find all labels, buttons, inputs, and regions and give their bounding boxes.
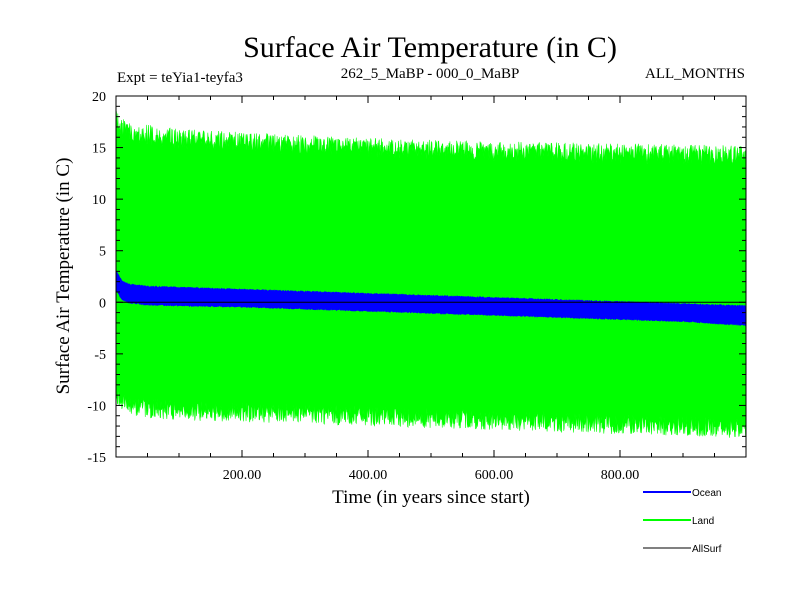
months-label: ALL_MONTHS	[645, 66, 745, 82]
legend-item-ocean: Ocean	[643, 488, 721, 499]
series-land	[116, 111, 746, 438]
y-tick-label: 5	[99, 245, 106, 260]
y-tick-label: 10	[92, 193, 106, 208]
legend-item-allsurf: AllSurf	[643, 544, 722, 555]
y-tick-label: -10	[87, 399, 106, 414]
series-ocean-band	[116, 270, 746, 327]
series-layer	[116, 111, 746, 438]
y-tick-label: 0	[99, 296, 106, 311]
legend-label: Ocean	[692, 488, 721, 499]
ticks-layer: 200.00 400.00 600.00 800.00 -15 -10 -5 0 5 10 15 20	[87, 90, 746, 483]
y-tick-label: -5	[94, 348, 106, 363]
legend-label: Land	[692, 516, 714, 527]
chart-title: Surface Air Temperature (in C)	[243, 31, 617, 64]
period-label: 262_5_MaBP - 000_0_MaBP	[341, 66, 520, 82]
series-ocean	[116, 270, 746, 327]
y-tick-label: 15	[92, 142, 106, 157]
legend-item-land: Land	[643, 516, 714, 527]
x-tick-label: 200.00	[223, 468, 262, 483]
y-tick-label: -15	[87, 451, 106, 466]
y-tick-label: 20	[92, 90, 106, 105]
series-land-band	[116, 111, 746, 438]
legend: Ocean Land AllSurf	[643, 488, 722, 555]
x-axis-label: Time (in years since start)	[332, 487, 530, 508]
experiment-label: Expt = teYia1-teyfa3	[117, 70, 243, 86]
x-tick-label: 600.00	[475, 468, 514, 483]
y-axis-label: Surface Air Temperature (in C)	[53, 158, 74, 395]
x-tick-label: 400.00	[349, 468, 388, 483]
x-tick-label: 800.00	[601, 468, 640, 483]
legend-label: AllSurf	[692, 544, 722, 555]
